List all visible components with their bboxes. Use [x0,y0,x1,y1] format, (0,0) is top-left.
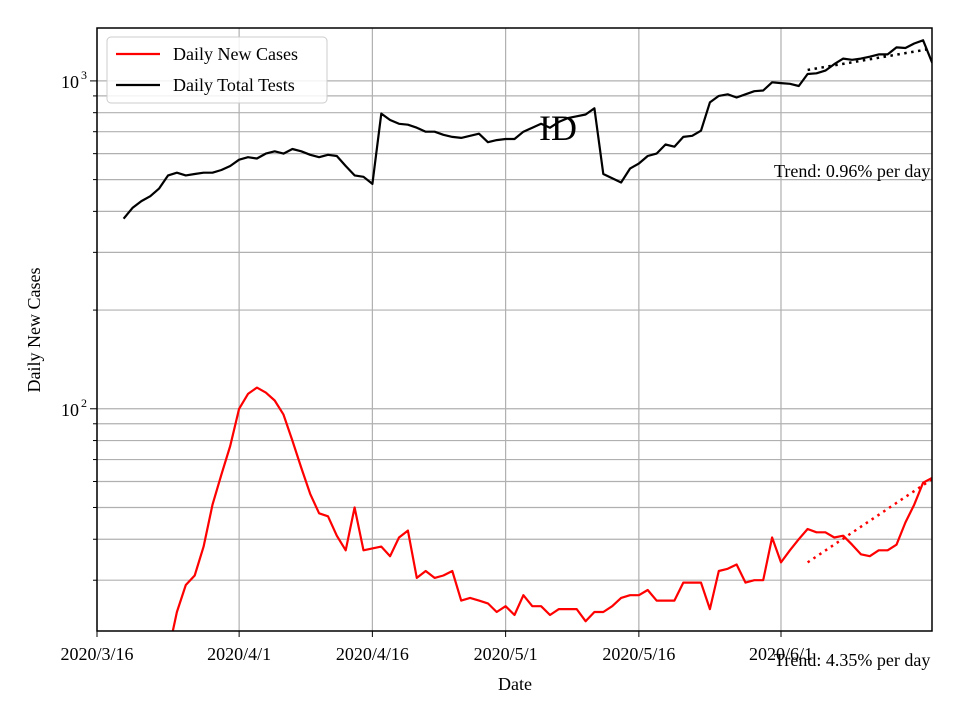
series-line-daily-new-cases [171,386,932,631]
legend-label-cases: Daily New Cases [173,44,298,64]
trend-line-tests [807,47,932,72]
x-tick-label: 2020/6/1 [749,644,813,664]
y-tick-exponent: 3 [81,68,87,82]
legend-label-tests: Daily Total Tests [173,75,295,95]
y-tick-label: 10 [61,72,79,92]
x-tick-label: 2020/3/16 [60,644,133,664]
y-tick-label: 10 [61,400,79,420]
y-axis-title: Daily New Cases [24,268,44,393]
x-tick-label: 2020/5/16 [602,644,675,664]
trend-label-tests: Trend: 0.96% per day [774,161,930,181]
y-tick-exponent: 2 [81,396,87,410]
x-tick-label: 2020/5/1 [474,644,538,664]
legend: Daily New Cases Daily Total Tests [106,36,328,104]
x-tick-label: 2020/4/1 [207,644,271,664]
series-layer [122,39,932,631]
legend-box [106,36,328,104]
plot-frame [96,27,933,632]
trend-label-cases: Trend: 4.35% per day [774,650,930,670]
axis-ticks: 2020/3/16 2020/4/1 2020/4/16 2020/5/1 2020/5… [60,68,813,664]
x-axis-title: Date [498,674,532,694]
state-label: ID [539,108,577,148]
trend-layer [806,47,932,564]
series-line-daily-total-tests [122,39,932,220]
x-tick-label: 2020/4/16 [336,644,409,664]
